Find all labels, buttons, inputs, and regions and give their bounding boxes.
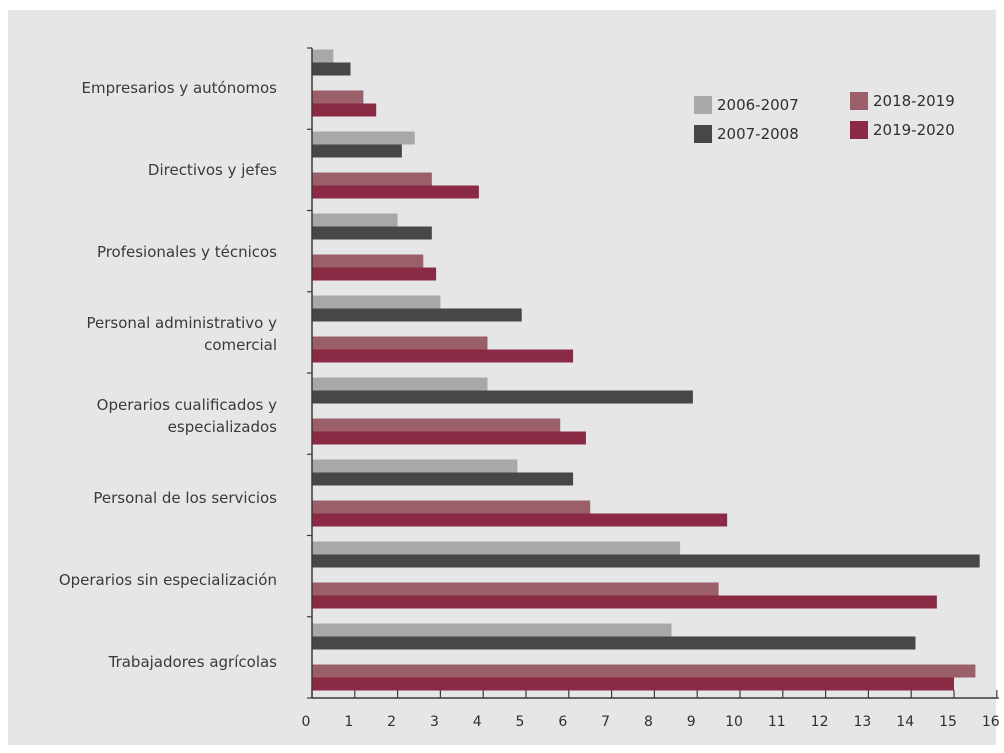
category-label: Personal administrativo y: [86, 314, 277, 332]
bar-2007-2008-2: [312, 144, 402, 158]
bar-2019-2020-3: [312, 267, 437, 281]
legend-swatch-2019-2020: [850, 121, 868, 139]
bar-2019-2020-7: [312, 595, 937, 609]
legend-label-2006-2007: 2006-2007: [717, 96, 799, 114]
x-tick-label: 13: [853, 714, 871, 730]
bar-2006-2007-3: [312, 213, 398, 227]
bar-2007-2008-5: [312, 390, 693, 404]
bar-2006-2007-5: [312, 377, 488, 391]
x-tick-label: 15: [939, 714, 957, 730]
bar-2007-2008-7: [312, 554, 980, 568]
bar-2006-2007-4: [312, 295, 441, 309]
bar-2006-2007-7: [312, 541, 681, 555]
bar-2019-2020-4: [312, 349, 574, 363]
legend-label-2007-2008: 2007-2008: [717, 125, 799, 143]
legend-label-2018-2019: 2018-2019: [873, 92, 955, 110]
x-tick-label: 8: [644, 714, 653, 730]
legend-swatch-2007-2008: [694, 125, 712, 143]
x-tick-label: 1: [344, 714, 353, 730]
x-tick-label: 9: [687, 714, 696, 730]
x-tick-label: 11: [768, 714, 786, 730]
category-label: Directivos y jefes: [148, 161, 277, 179]
chart-panel: [8, 10, 996, 745]
x-tick-label: 6: [558, 714, 567, 730]
bar-2018-2019-6: [312, 500, 591, 514]
category-label: Empresarios y autónomos: [82, 79, 278, 97]
x-tick-label: 5: [516, 714, 525, 730]
x-tick-label: 12: [811, 714, 829, 730]
bar-2018-2019-4: [312, 336, 488, 350]
x-tick-label: 14: [896, 714, 914, 730]
category-label: Personal de los servicios: [93, 489, 277, 507]
bar-2018-2019-1: [312, 90, 364, 104]
bar-2007-2008-1: [312, 62, 351, 76]
x-tick-label: 16: [982, 714, 1000, 730]
legend-swatch-2018-2019: [850, 92, 868, 110]
bar-2007-2008-6: [312, 472, 574, 486]
category-label: Trabajadores agrícolas: [108, 653, 278, 671]
bar-2019-2020-5: [312, 431, 586, 445]
bar-2019-2020-1: [312, 103, 377, 117]
bar-2018-2019-7: [312, 582, 719, 596]
bar-2019-2020-6: [312, 513, 728, 527]
x-tick-label: 10: [725, 714, 743, 730]
bar-2018-2019-3: [312, 254, 424, 268]
x-tick-label: 4: [473, 714, 482, 730]
bar-2007-2008-8: [312, 636, 916, 650]
category-label: especializados: [168, 418, 277, 436]
bar-2018-2019-2: [312, 172, 432, 186]
x-tick-label: 2: [387, 714, 396, 730]
category-label: Operarios cualificados y: [97, 396, 277, 414]
category-label: Profesionales y técnicos: [97, 243, 277, 261]
bar-2018-2019-5: [312, 418, 561, 432]
category-label: Operarios sin especialización: [59, 571, 277, 589]
bar-2006-2007-2: [312, 131, 415, 145]
x-tick-label: 7: [601, 714, 610, 730]
legend-label-2019-2020: 2019-2020: [873, 121, 955, 139]
bar-2007-2008-3: [312, 226, 432, 240]
bar-2006-2007-6: [312, 459, 518, 473]
bar-2006-2007-1: [312, 49, 334, 63]
bar-2019-2020-2: [312, 185, 479, 199]
x-tick-label: 3: [430, 714, 439, 730]
category-label: comercial: [204, 336, 277, 354]
bar-2007-2008-4: [312, 308, 522, 322]
bar-2006-2007-8: [312, 623, 672, 637]
bar-2019-2020-8: [312, 677, 954, 691]
x-tick-label: 0: [302, 714, 311, 730]
bar-2018-2019-8: [312, 664, 976, 678]
legend-swatch-2006-2007: [694, 96, 712, 114]
